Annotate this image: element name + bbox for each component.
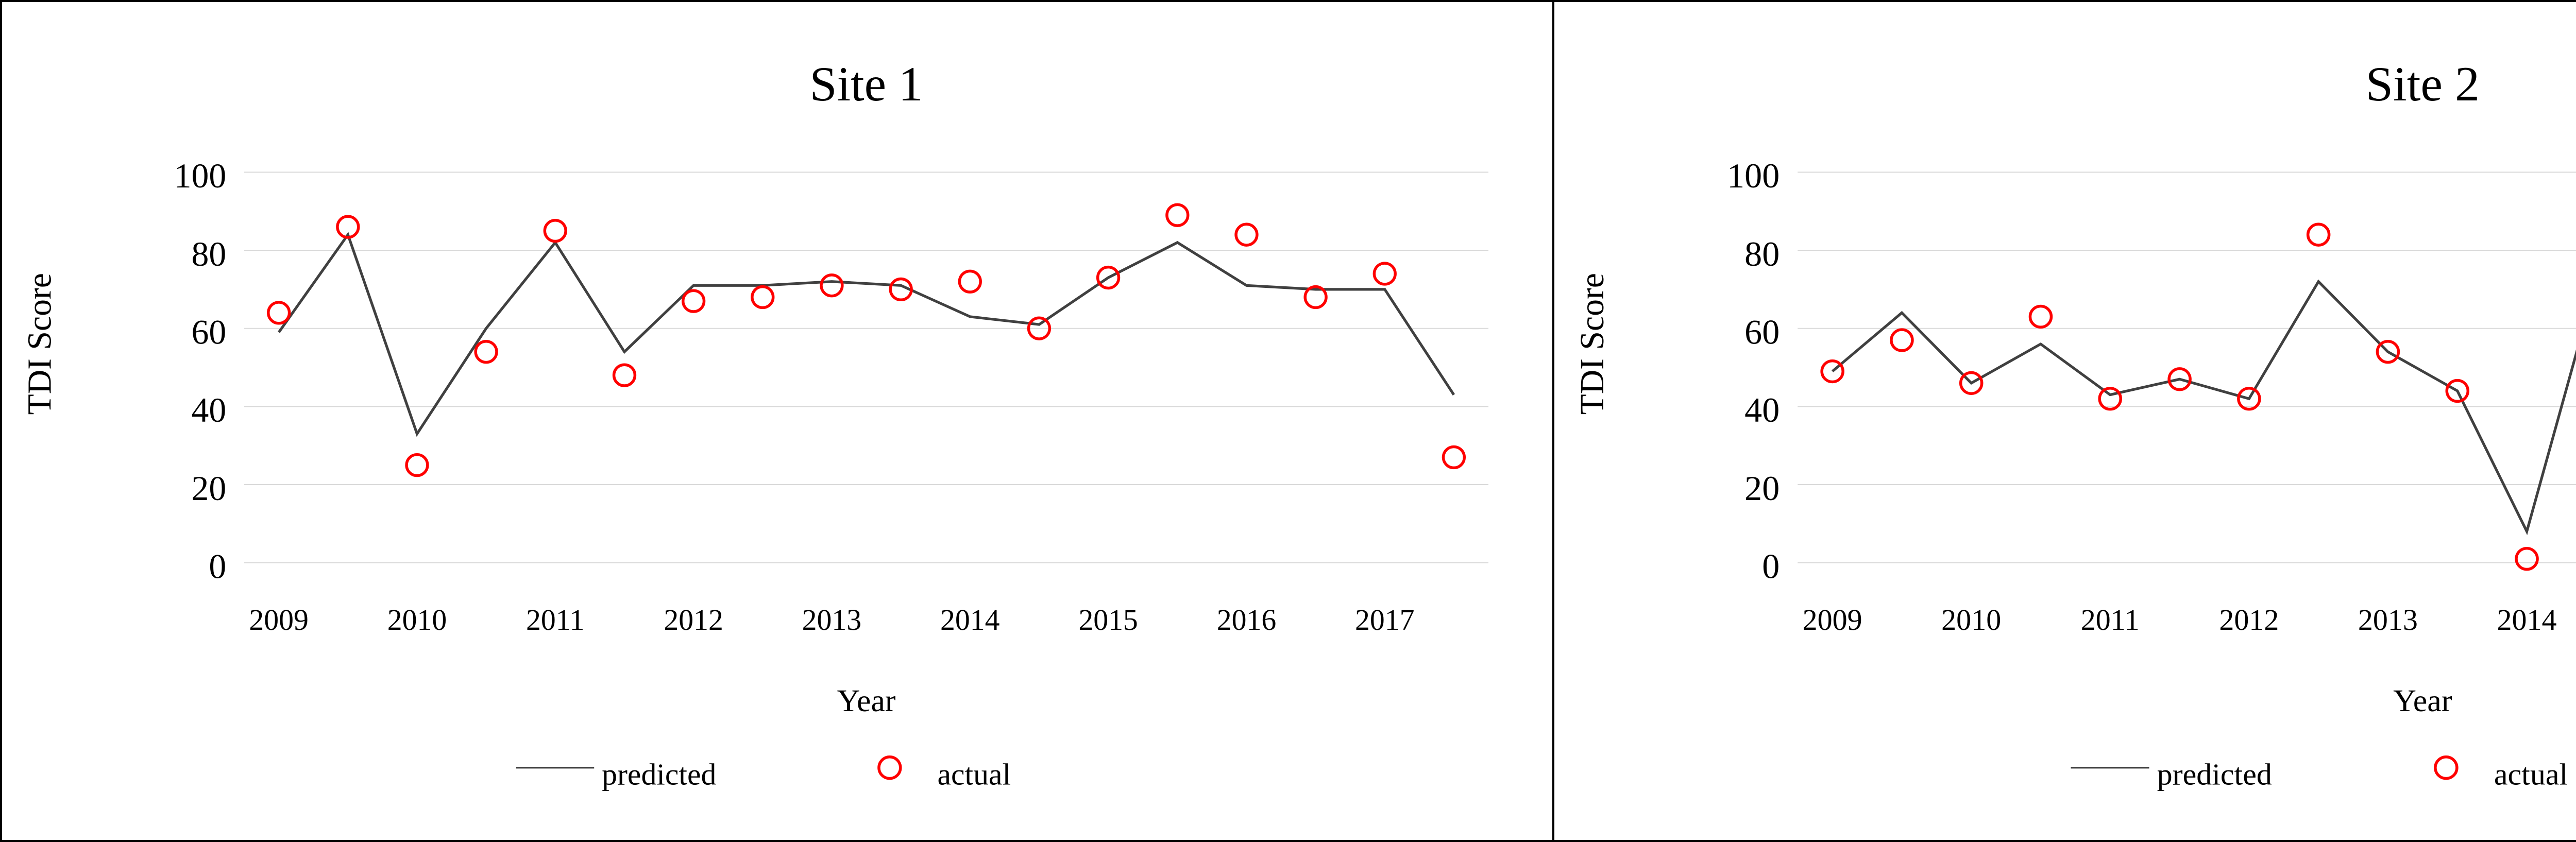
svg-text:Year: Year: [837, 683, 896, 718]
svg-text:2013: 2013: [802, 604, 861, 637]
svg-text:TDI Score: TDI Score: [21, 273, 59, 415]
svg-text:2013: 2013: [2358, 603, 2417, 637]
svg-text:2011: 2011: [526, 604, 584, 637]
svg-text:2015: 2015: [1078, 604, 1138, 637]
svg-text:20: 20: [191, 469, 226, 508]
svg-text:actual: actual: [2494, 758, 2567, 792]
svg-text:predicted: predicted: [602, 758, 716, 792]
svg-text:predicted: predicted: [2157, 758, 2272, 792]
svg-text:80: 80: [191, 235, 226, 273]
svg-text:Site 1: Site 1: [809, 57, 923, 111]
svg-text:60: 60: [191, 313, 226, 352]
svg-text:Year: Year: [2393, 683, 2452, 718]
svg-text:TDI Score: TDI Score: [1573, 273, 1611, 415]
svg-text:2010: 2010: [387, 604, 447, 637]
svg-text:2009: 2009: [1802, 603, 1862, 637]
svg-text:60: 60: [1744, 313, 1780, 352]
svg-text:0: 0: [1762, 547, 1780, 586]
svg-text:2011: 2011: [2080, 603, 2139, 637]
svg-text:40: 40: [1744, 391, 1780, 429]
svg-text:actual: actual: [937, 758, 1011, 792]
svg-text:20: 20: [1744, 469, 1780, 508]
svg-text:2016: 2016: [1217, 604, 1276, 637]
svg-text:0: 0: [209, 547, 226, 586]
svg-text:40: 40: [191, 391, 226, 429]
svg-text:100: 100: [174, 157, 227, 195]
svg-text:2012: 2012: [2219, 603, 2279, 637]
svg-text:2014: 2014: [2497, 603, 2556, 637]
svg-text:2010: 2010: [1941, 603, 2001, 637]
svg-text:Site 2: Site 2: [2365, 57, 2479, 111]
svg-text:80: 80: [1744, 235, 1780, 273]
svg-text:100: 100: [1727, 157, 1780, 195]
svg-text:2017: 2017: [1355, 604, 1414, 637]
svg-text:2009: 2009: [249, 604, 308, 637]
svg-text:2014: 2014: [940, 604, 999, 637]
svg-text:2012: 2012: [664, 604, 723, 637]
